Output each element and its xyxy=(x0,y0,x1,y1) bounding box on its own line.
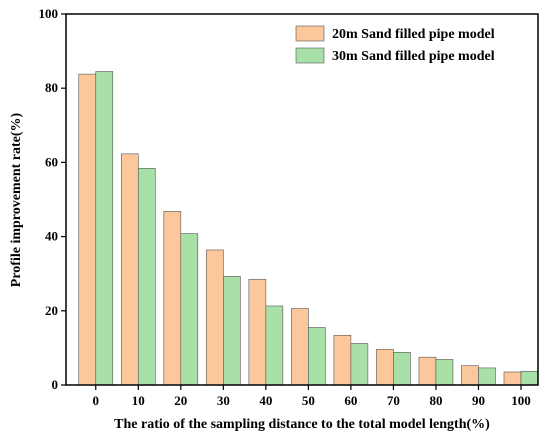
bar-series2-20 xyxy=(180,233,199,386)
legend-label-series2: 30m Sand filled pipe model xyxy=(332,49,495,64)
bar-series2-0 xyxy=(95,71,114,386)
bar-series1-90 xyxy=(461,365,479,386)
x-tick-label: 80 xyxy=(429,393,442,408)
bar-series1-30 xyxy=(206,249,224,386)
y-axis-title: Profile improvement rate(%) xyxy=(9,112,24,287)
x-tick-label: 0 xyxy=(93,393,100,408)
x-tick-label: 100 xyxy=(511,393,531,408)
bar-series2-50 xyxy=(308,327,326,386)
bar-series1-50 xyxy=(291,308,309,386)
y-axis: 0 20 40 60 80 100 xyxy=(39,6,66,392)
bar-series1-70 xyxy=(376,349,394,386)
bar-series1-40 xyxy=(248,278,267,386)
bar-series2-90 xyxy=(478,367,496,386)
bar-series1-10 xyxy=(120,153,139,386)
bar-series1-60 xyxy=(333,334,352,386)
y-tick-label: 80 xyxy=(45,80,58,95)
bar-series2-40 xyxy=(265,305,284,386)
x-tick-label: 90 xyxy=(472,393,485,408)
y-tick-label: 40 xyxy=(45,229,58,244)
y-tick-label: 60 xyxy=(45,154,58,169)
y-tick-label: 0 xyxy=(52,377,59,392)
x-tick-label: 10 xyxy=(132,393,145,408)
x-tick-label: 20 xyxy=(174,393,187,408)
bar-series2-80 xyxy=(435,359,454,386)
y-tick-label: 100 xyxy=(39,6,59,21)
bar-series2-100 xyxy=(520,370,539,386)
bar-series2-70 xyxy=(393,352,411,386)
bar-series2-30 xyxy=(223,275,241,386)
x-axis: 0 10 20 30 40 50 60 70 80 90 100 xyxy=(93,385,531,408)
x-tick-label: 70 xyxy=(387,393,400,408)
bar-series1-100 xyxy=(503,371,522,386)
legend: 20m Sand filled pipe model 30m Sand fille… xyxy=(295,25,495,64)
legend-swatch-series2 xyxy=(295,47,325,64)
bar-series1-0 xyxy=(78,73,97,386)
bars-group xyxy=(78,71,539,386)
bar-series2-60 xyxy=(350,343,369,386)
x-tick-label: 60 xyxy=(344,393,357,408)
bar-series1-20 xyxy=(163,211,182,386)
bar-series2-10 xyxy=(137,168,156,386)
legend-swatch-series1 xyxy=(295,25,325,42)
plot-frame xyxy=(65,13,539,386)
x-tick-label: 40 xyxy=(259,393,272,408)
y-tick-label: 20 xyxy=(45,303,58,318)
x-tick-label: 30 xyxy=(217,393,230,408)
x-axis-title: The ratio of the sampling distance to th… xyxy=(114,417,490,432)
bar-series1-80 xyxy=(418,356,437,386)
legend-label-series1: 20m Sand filled pipe model xyxy=(332,27,495,42)
x-tick-label: 50 xyxy=(302,393,315,408)
